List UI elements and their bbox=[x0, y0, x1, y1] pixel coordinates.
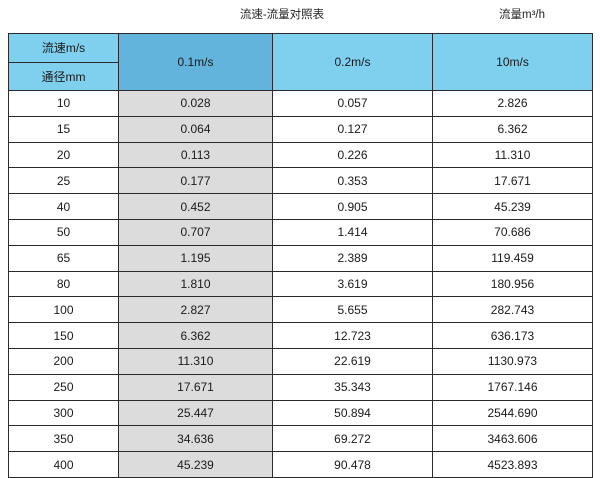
cell-flow-10ms: 1767.146 bbox=[432, 373, 593, 401]
table-row: 10 0.028 0.057 2.826 bbox=[8, 90, 593, 117]
cell-flow-0.2ms: 5.655 bbox=[272, 296, 433, 324]
column-header-0.2ms: 0.2m/s bbox=[272, 33, 433, 91]
caption-bar: 流速-流量对照表 流量m³/h bbox=[0, 0, 600, 33]
cell-diameter: 40 bbox=[8, 193, 119, 220]
table-row: 200 11.310 22.619 1130.973 bbox=[8, 347, 593, 375]
cell-flow-10ms: 282.743 bbox=[432, 296, 593, 324]
table-row: 150 6.362 12.723 636.173 bbox=[8, 322, 593, 349]
column-header-0.1ms: 0.1m/s bbox=[118, 33, 273, 91]
cell-diameter: 20 bbox=[8, 141, 119, 169]
table-row: 20 0.113 0.226 11.310 bbox=[8, 141, 593, 169]
cell-flow-10ms: 180.956 bbox=[432, 270, 593, 298]
cell-diameter: 80 bbox=[8, 270, 119, 298]
unit-title: 流量m³/h bbox=[499, 9, 545, 21]
cell-flow-0.1ms: 25.447 bbox=[118, 399, 273, 427]
cell-flow-0.1ms: 34.636 bbox=[118, 425, 273, 453]
cell-flow-0.1ms: 0.113 bbox=[118, 141, 273, 169]
cell-flow-0.2ms: 0.905 bbox=[272, 193, 433, 220]
cell-diameter: 250 bbox=[8, 373, 119, 401]
cell-flow-0.1ms: 0.028 bbox=[118, 90, 273, 117]
column-header-10ms: 10m/s bbox=[432, 33, 593, 91]
page-title: 流速-流量对照表 bbox=[239, 9, 325, 21]
cell-flow-0.1ms: 0.707 bbox=[118, 218, 273, 246]
cell-flow-0.2ms: 35.343 bbox=[272, 373, 433, 401]
table-row: 25 0.177 0.353 17.671 bbox=[8, 167, 593, 195]
table-row: 65 1.195 2.389 119.459 bbox=[8, 244, 593, 272]
cell-flow-0.2ms: 69.272 bbox=[272, 425, 433, 453]
cell-flow-10ms: 11.310 bbox=[432, 141, 593, 169]
table-row: 15 0.064 0.127 6.362 bbox=[8, 115, 593, 143]
cell-diameter: 15 bbox=[8, 115, 119, 143]
cell-flow-0.1ms: 1.810 bbox=[118, 270, 273, 298]
cell-diameter: 400 bbox=[8, 451, 119, 478]
flow-rate-table-container: 流速m/s 通径mm 0.1m/s 0.2m/s 10m/s 10 0.028 … bbox=[8, 33, 593, 478]
cell-diameter: 100 bbox=[8, 296, 119, 324]
corner-header-cell: 流速m/s 通径mm bbox=[8, 33, 119, 91]
cell-flow-10ms: 45.239 bbox=[432, 193, 593, 220]
cell-flow-10ms: 4523.893 bbox=[432, 451, 593, 478]
cell-flow-10ms: 2.826 bbox=[432, 90, 593, 117]
table-row: 350 34.636 69.272 3463.606 bbox=[8, 425, 593, 453]
table-row: 100 2.827 5.655 282.743 bbox=[8, 296, 593, 324]
cell-flow-0.2ms: 12.723 bbox=[272, 322, 433, 349]
cell-flow-0.1ms: 2.827 bbox=[118, 296, 273, 324]
cell-diameter: 50 bbox=[8, 218, 119, 246]
cell-flow-0.1ms: 17.671 bbox=[118, 373, 273, 401]
table-row: 40 0.452 0.905 45.239 bbox=[8, 193, 593, 220]
cell-flow-10ms: 3463.606 bbox=[432, 425, 593, 453]
table-row: 80 1.810 3.619 180.956 bbox=[8, 270, 593, 298]
table-row: 50 0.707 1.414 70.686 bbox=[8, 218, 593, 246]
cell-flow-0.2ms: 0.226 bbox=[272, 141, 433, 169]
cell-flow-0.2ms: 0.127 bbox=[272, 115, 433, 143]
cell-flow-10ms: 2544.690 bbox=[432, 399, 593, 427]
cell-flow-10ms: 17.671 bbox=[432, 167, 593, 195]
table-row: 250 17.671 35.343 1767.146 bbox=[8, 373, 593, 401]
cell-flow-10ms: 119.459 bbox=[432, 244, 593, 272]
table-row: 400 45.239 90.478 4523.893 bbox=[8, 451, 593, 478]
cell-flow-10ms: 1130.973 bbox=[432, 347, 593, 375]
cell-flow-0.2ms: 22.619 bbox=[272, 347, 433, 375]
cell-flow-0.1ms: 45.239 bbox=[118, 451, 273, 478]
cell-diameter: 65 bbox=[8, 244, 119, 272]
cell-flow-0.2ms: 0.057 bbox=[272, 90, 433, 117]
cell-diameter: 200 bbox=[8, 347, 119, 375]
cell-diameter: 25 bbox=[8, 167, 119, 195]
cell-flow-0.2ms: 0.353 bbox=[272, 167, 433, 195]
flow-rate-table: 流速m/s 通径mm 0.1m/s 0.2m/s 10m/s 10 0.028 … bbox=[8, 33, 593, 478]
table-header-row: 流速m/s 通径mm 0.1m/s 0.2m/s 10m/s bbox=[8, 33, 593, 91]
cell-flow-0.2ms: 1.414 bbox=[272, 218, 433, 246]
cell-flow-10ms: 636.173 bbox=[432, 322, 593, 349]
cell-flow-0.2ms: 90.478 bbox=[272, 451, 433, 478]
cell-flow-0.1ms: 0.064 bbox=[118, 115, 273, 143]
corner-header-diameter-label: 通径mm bbox=[9, 62, 118, 90]
cell-flow-0.2ms: 50.894 bbox=[272, 399, 433, 427]
cell-flow-0.1ms: 11.310 bbox=[118, 347, 273, 375]
cell-flow-0.2ms: 2.389 bbox=[272, 244, 433, 272]
cell-diameter: 10 bbox=[8, 90, 119, 117]
cell-flow-0.2ms: 3.619 bbox=[272, 270, 433, 298]
cell-flow-0.1ms: 6.362 bbox=[118, 322, 273, 349]
table-row: 300 25.447 50.894 2544.690 bbox=[8, 399, 593, 427]
cell-flow-0.1ms: 1.195 bbox=[118, 244, 273, 272]
cell-flow-0.1ms: 0.452 bbox=[118, 193, 273, 220]
cell-diameter: 350 bbox=[8, 425, 119, 453]
cell-diameter: 300 bbox=[8, 399, 119, 427]
cell-flow-0.1ms: 0.177 bbox=[118, 167, 273, 195]
cell-flow-10ms: 6.362 bbox=[432, 115, 593, 143]
cell-diameter: 150 bbox=[8, 322, 119, 349]
corner-header-velocity-label: 流速m/s bbox=[9, 34, 118, 63]
cell-flow-10ms: 70.686 bbox=[432, 218, 593, 246]
